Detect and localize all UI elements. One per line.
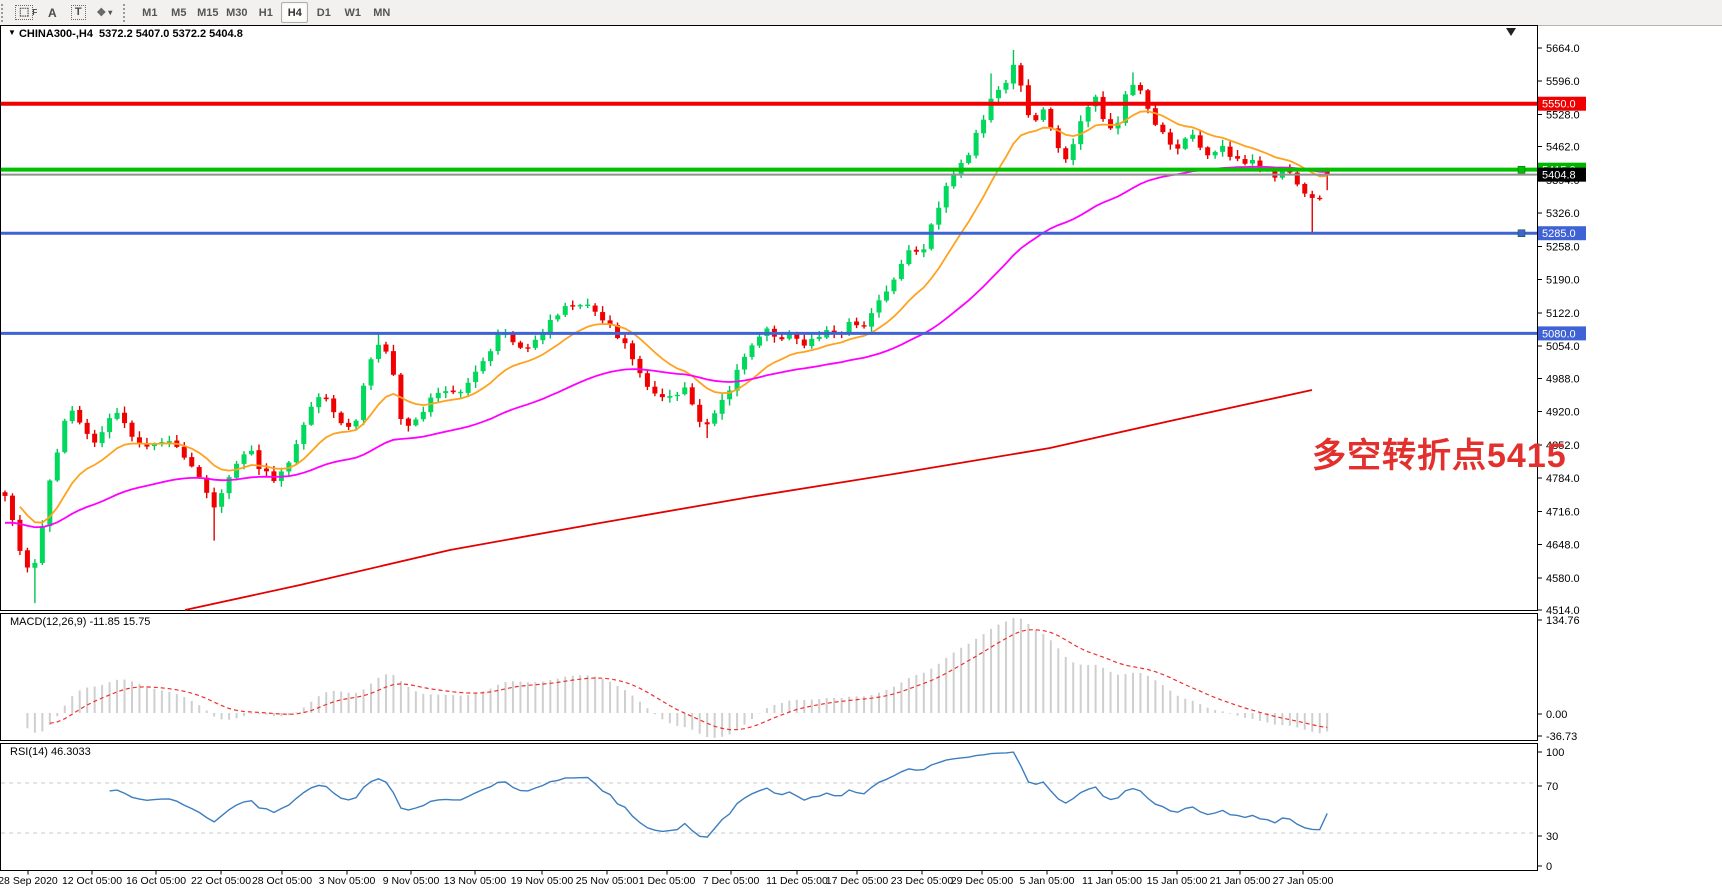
object-tools-group: ⬚ F A T ❖ ▾ — [13, 2, 117, 24]
timeframe-button-m30[interactable]: M30 — [226, 6, 248, 19]
svg-text:5462.0: 5462.0 — [1546, 142, 1580, 154]
top-toolbar: ⬚ F A T ❖ ▾ M1 M5 M15 M30 H1 H4 D1 W1 MN — [0, 0, 1722, 26]
timeframe-button-mn[interactable]: MN — [373, 6, 391, 19]
svg-text:17 Dec 05:00: 17 Dec 05:00 — [826, 875, 889, 887]
svg-text:4648.0: 4648.0 — [1546, 540, 1580, 552]
svg-text:27 Jan 05:00: 27 Jan 05:00 — [1273, 875, 1334, 887]
svg-text:28 Oct 05:00: 28 Oct 05:00 — [252, 875, 312, 887]
svg-text:5550.0: 5550.0 — [1542, 99, 1576, 111]
timeframe-button-h1[interactable]: H1 — [258, 6, 273, 19]
svg-text:4988.0: 4988.0 — [1546, 373, 1580, 385]
svg-text:23 Dec 05:00: 23 Dec 05:00 — [891, 875, 954, 887]
svg-text:4920.0: 4920.0 — [1546, 407, 1580, 419]
symbol-ohlc-header[interactable]: ▼ CHINA300-,H4 5372.2 5407.0 5372.2 5404… — [8, 28, 243, 40]
svg-text:5190.0: 5190.0 — [1546, 275, 1580, 287]
svg-text:5054.0: 5054.0 — [1546, 341, 1580, 353]
svg-text:11 Jan 05:00: 11 Jan 05:00 — [1082, 875, 1142, 887]
toolbar-grip[interactable] — [1, 3, 10, 22]
indicator-list-button[interactable]: ⬚ F — [14, 2, 38, 24]
svg-text:-36.73: -36.73 — [1546, 731, 1577, 743]
text-box-button[interactable]: T — [66, 2, 90, 24]
svg-text:3 Nov 05:00: 3 Nov 05:00 — [319, 875, 376, 887]
svg-text:5326.0: 5326.0 — [1546, 208, 1580, 220]
shapes-arrows-button[interactable]: ❖ ▾ — [96, 7, 113, 19]
svg-text:5 Jan 05:00: 5 Jan 05:00 — [1020, 875, 1075, 887]
macd-indicator-label: MACD(12,26,9) -11.85 15.75 — [10, 616, 151, 628]
timeframe-buttons-group: M1 M5 M15 M30 H1 H4 D1 W1 MN — [135, 2, 396, 23]
svg-text:9 Nov 05:00: 9 Nov 05:00 — [383, 875, 440, 887]
timeframe-button-h4[interactable]: H4 — [281, 2, 309, 23]
svg-text:1 Dec 05:00: 1 Dec 05:00 — [639, 875, 696, 887]
svg-text:28 Sep 2020: 28 Sep 2020 — [0, 875, 58, 887]
svg-text:0.00: 0.00 — [1546, 709, 1567, 721]
svg-text:5664.0: 5664.0 — [1546, 43, 1580, 55]
svg-text:29 Dec 05:00: 29 Dec 05:00 — [951, 875, 1014, 887]
svg-text:4514.0: 4514.0 — [1546, 605, 1580, 617]
text-label-button[interactable]: A — [47, 5, 57, 20]
svg-text:4852.0: 4852.0 — [1546, 440, 1580, 452]
svg-text:134.76: 134.76 — [1546, 615, 1580, 627]
svg-text:22 Oct 05:00: 22 Oct 05:00 — [191, 875, 251, 887]
timeframe-button-m5[interactable]: M5 — [171, 6, 187, 19]
svg-text:12 Oct 05:00: 12 Oct 05:00 — [62, 875, 122, 887]
svg-text:4716.0: 4716.0 — [1546, 506, 1580, 518]
svg-text:25 Nov 05:00: 25 Nov 05:00 — [576, 875, 639, 887]
svg-text:30: 30 — [1546, 831, 1558, 843]
svg-text:4580.0: 4580.0 — [1546, 573, 1580, 585]
svg-text:7 Dec 05:00: 7 Dec 05:00 — [703, 875, 760, 887]
svg-text:19 Nov 05:00: 19 Nov 05:00 — [511, 875, 574, 887]
svg-text:11 Dec 05:00: 11 Dec 05:00 — [766, 875, 828, 887]
svg-text:15 Jan 05:00: 15 Jan 05:00 — [1147, 875, 1208, 887]
timeframe-button-m1[interactable]: M1 — [142, 6, 158, 19]
rsi-indicator-label: RSI(14) 46.3033 — [10, 746, 91, 758]
timeframe-toolbar-grip[interactable] — [123, 3, 132, 22]
svg-text:5258.0: 5258.0 — [1546, 241, 1580, 253]
svg-text:21 Jan 05:00: 21 Jan 05:00 — [1210, 875, 1271, 887]
chart-text-annotation[interactable]: 多空转折点5415 — [1312, 437, 1567, 475]
svg-text:5122.0: 5122.0 — [1546, 308, 1580, 320]
svg-text:4784.0: 4784.0 — [1546, 473, 1580, 485]
timeframe-button-d1[interactable]: D1 — [316, 6, 331, 19]
timeframe-button-w1[interactable]: W1 — [344, 6, 362, 19]
svg-text:100: 100 — [1546, 747, 1564, 759]
svg-text:5080.0: 5080.0 — [1542, 328, 1576, 340]
svg-text:16 Oct 05:00: 16 Oct 05:00 — [126, 875, 186, 887]
timeframe-button-m15[interactable]: M15 — [197, 6, 219, 19]
svg-text:13 Nov 05:00: 13 Nov 05:00 — [444, 875, 507, 887]
svg-text:5528.0: 5528.0 — [1546, 109, 1580, 121]
collapse-triangle-icon[interactable]: ▼ — [8, 28, 16, 37]
svg-text:5404.8: 5404.8 — [1542, 170, 1576, 182]
svg-text:0: 0 — [1546, 861, 1552, 873]
svg-text:5596.0: 5596.0 — [1546, 76, 1580, 88]
svg-text:5285.0: 5285.0 — [1542, 228, 1576, 240]
svg-text:70: 70 — [1546, 781, 1558, 793]
